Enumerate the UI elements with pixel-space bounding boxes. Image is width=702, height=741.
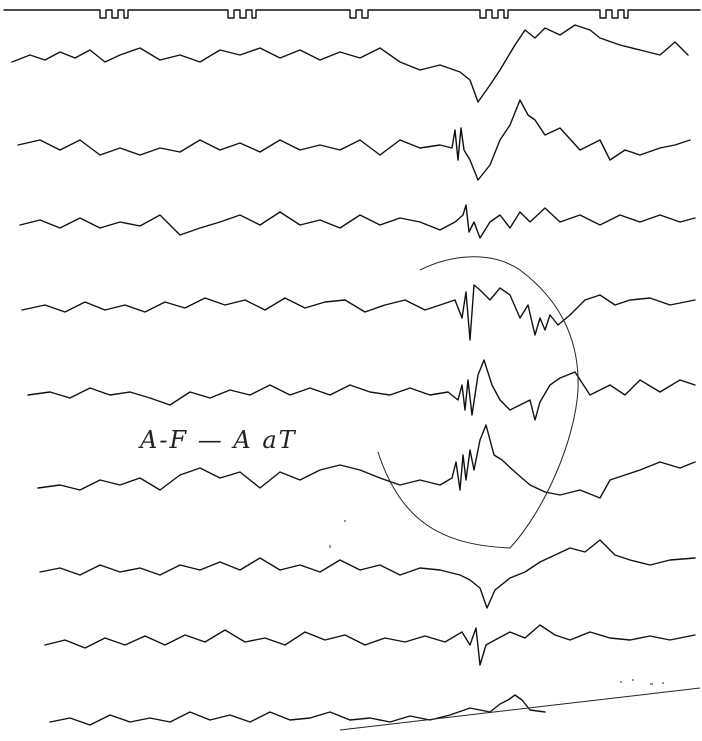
eeg-trace [45,625,695,665]
eeg-trace [20,205,695,238]
timing-marker [4,10,700,18]
eeg-trace [28,360,695,420]
eeg-trace [50,695,545,725]
handwritten-annotation: A-F — A aT [138,426,297,454]
eeg-trace [40,540,695,608]
pen-line [340,688,700,730]
eeg-trace [38,425,695,498]
page: {"annotation": "A-F — A aT"} A-F — A aT … [0,0,702,741]
pen-mark [330,520,345,548]
pen-dots [620,680,664,684]
eeg-trace [18,100,690,180]
eeg-trace [22,285,695,340]
hand-drawn-circle [378,257,578,548]
eeg-trace [12,25,688,102]
eeg-sheet: A-F — A aT [0,0,702,741]
